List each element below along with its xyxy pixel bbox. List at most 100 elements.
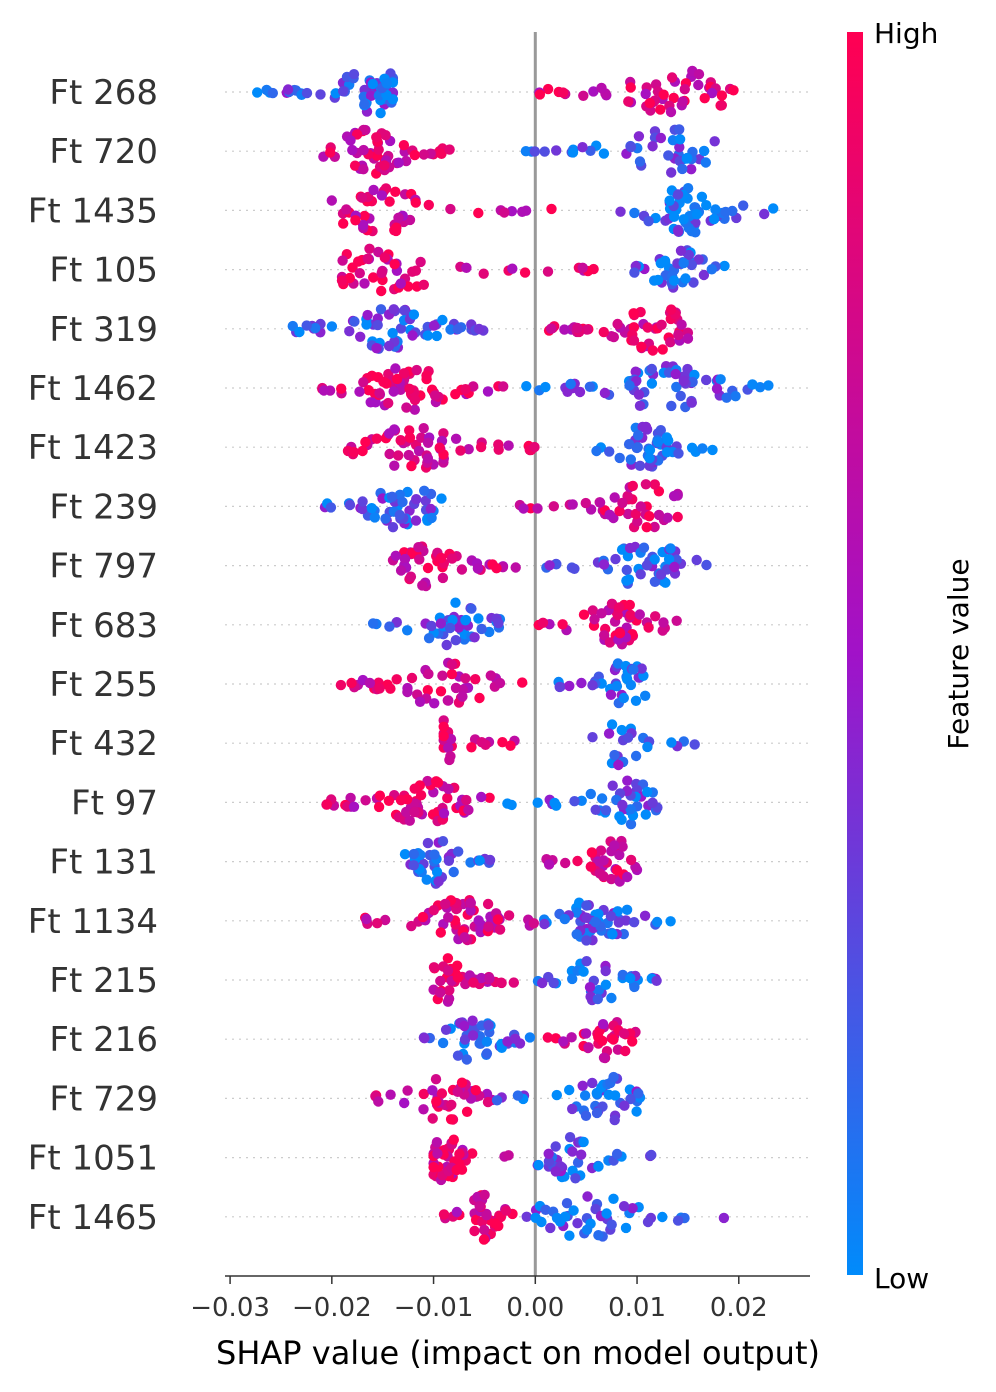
shap-point xyxy=(600,805,612,816)
feature-label: Ft 239 xyxy=(49,487,158,527)
shap-point xyxy=(478,268,489,279)
shap-point xyxy=(606,992,617,1004)
shap-point xyxy=(651,916,663,928)
shap-point xyxy=(605,911,617,922)
shap-point xyxy=(348,446,360,458)
shap-point xyxy=(581,324,593,335)
shap-point xyxy=(658,89,669,100)
shap-point xyxy=(399,849,411,860)
shap-point xyxy=(454,1148,465,1160)
shap-point xyxy=(672,189,684,200)
shap-point xyxy=(418,423,429,434)
shap-point xyxy=(574,386,586,398)
shap-point xyxy=(361,913,372,925)
shap-point xyxy=(630,695,642,706)
shap-point xyxy=(432,1148,443,1159)
shap-point xyxy=(572,1218,583,1229)
shap-point xyxy=(345,792,356,804)
shap-point xyxy=(562,386,573,397)
shap-point xyxy=(388,304,399,315)
shap-point xyxy=(373,801,385,813)
shap-point xyxy=(425,503,436,515)
shap-point xyxy=(586,847,598,858)
shap-point xyxy=(628,917,640,928)
shap-point xyxy=(517,206,528,217)
shap-point xyxy=(443,783,454,795)
shap-point xyxy=(629,267,640,278)
shap-point xyxy=(738,200,749,211)
shap-point xyxy=(649,576,661,587)
shap-point xyxy=(450,635,461,646)
shap-point xyxy=(664,195,675,206)
shap-point xyxy=(625,1093,636,1105)
shap-point xyxy=(481,1036,493,1047)
shap-point xyxy=(577,262,588,273)
shap-point xyxy=(622,871,633,883)
shap-point xyxy=(418,279,429,290)
shap-point xyxy=(380,914,391,926)
shap-point xyxy=(609,1114,620,1126)
shap-point xyxy=(609,1090,621,1101)
shap-point xyxy=(706,87,718,99)
shap-point xyxy=(459,1020,470,1032)
shap-point xyxy=(362,253,373,264)
shap-point xyxy=(666,72,678,83)
shap-point xyxy=(430,1074,442,1085)
shap-point xyxy=(598,148,610,159)
shap-point xyxy=(623,574,635,585)
shap-point xyxy=(421,370,432,381)
shap-point xyxy=(611,681,623,692)
feature-label: Ft 720 xyxy=(49,132,158,172)
shap-point xyxy=(510,1033,521,1045)
shap-point xyxy=(467,1030,479,1041)
shap-point xyxy=(730,391,741,402)
shap-point xyxy=(678,375,689,387)
shap-point xyxy=(614,811,625,822)
shap-point xyxy=(301,87,313,99)
shap-point xyxy=(662,512,673,523)
shap-point xyxy=(417,580,428,591)
shap-point xyxy=(663,435,674,446)
shap-point xyxy=(354,268,365,279)
shap-point xyxy=(358,377,369,388)
shap-point xyxy=(409,394,421,406)
shap-point xyxy=(693,69,705,80)
shap-point xyxy=(608,1034,619,1045)
shap-point xyxy=(655,569,667,580)
shap-point xyxy=(252,87,263,98)
shap-point xyxy=(481,1210,492,1221)
shap-point xyxy=(599,630,610,641)
shap-point xyxy=(543,859,555,870)
shap-point xyxy=(641,560,653,571)
shap-point xyxy=(428,320,440,331)
shap-point xyxy=(598,326,609,338)
shap-point xyxy=(465,857,476,868)
shap-point xyxy=(577,1080,588,1092)
shap-point xyxy=(485,670,496,681)
shap-point xyxy=(605,689,617,700)
shap-point xyxy=(673,329,684,341)
shap-point xyxy=(393,812,404,823)
shap-point xyxy=(675,390,686,402)
x-axis: −0.03 −0.02 −0.01 0.00 0.01 0.02 xyxy=(190,1275,810,1323)
shap-point xyxy=(494,924,506,935)
shap-point xyxy=(591,1107,603,1119)
shap-point xyxy=(460,978,471,990)
shap-point xyxy=(431,330,442,342)
shap-point xyxy=(401,402,412,413)
shap-point xyxy=(483,1019,494,1031)
colorbar-low-label: Low xyxy=(874,1262,929,1295)
shap-point xyxy=(321,799,333,810)
shap-point xyxy=(607,929,618,940)
shap-point xyxy=(622,732,634,743)
shap-point xyxy=(564,1132,576,1143)
shap-point xyxy=(473,323,485,335)
shap-point xyxy=(391,674,402,685)
shap-point xyxy=(387,327,398,339)
shap-point xyxy=(617,497,628,509)
shap-point xyxy=(643,622,654,633)
shap-point xyxy=(379,160,390,171)
feature-label: Ft 268 xyxy=(49,73,158,113)
shap-point xyxy=(452,972,464,983)
shap-point xyxy=(519,267,531,278)
